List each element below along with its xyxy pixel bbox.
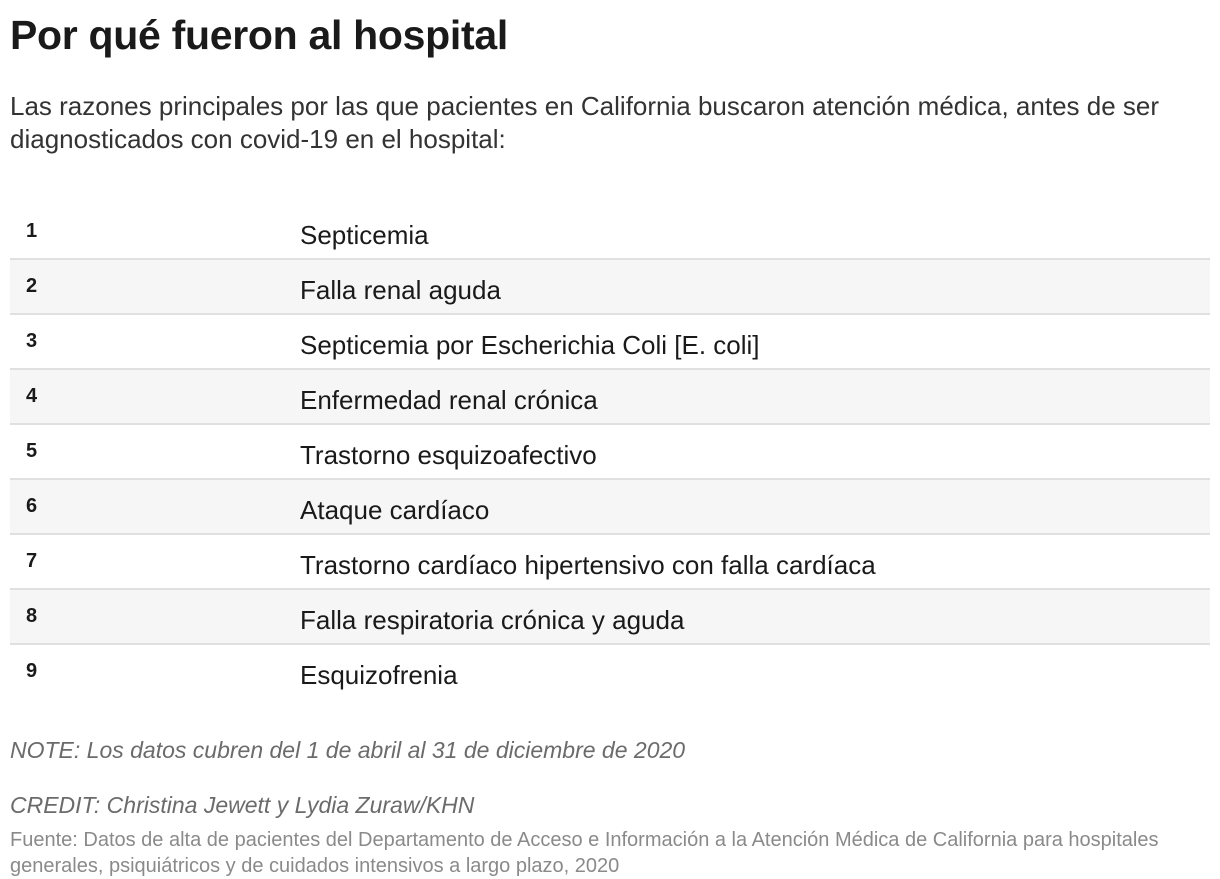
reason-cell: Trastorno esquizoafectivo: [300, 440, 597, 470]
table-row: 7 Trastorno cardíaco hipertensivo con fal…: [10, 535, 1210, 590]
table-row: 2 Falla renal aguda: [10, 260, 1210, 315]
table-row: 8 Falla respiratoria crónica y aguda: [10, 590, 1210, 645]
chart-title: Por qué fueron al hospital: [10, 12, 508, 58]
table-row: 3 Septicemia por Escherichia Coli [E. col…: [10, 315, 1210, 370]
reason-cell: Falla respiratoria crónica y aguda: [300, 605, 685, 635]
rank-cell: 8: [26, 605, 38, 627]
note-text: NOTE: Los datos cubren del 1 de abril al…: [10, 737, 686, 763]
rank-cell: 5: [26, 440, 38, 462]
reason-cell: Esquizofrenia: [300, 660, 458, 690]
table-row: 4 Enfermedad renal crónica: [10, 370, 1210, 425]
reason-cell: Falla renal aguda: [300, 275, 501, 305]
ranking-table: 1 Septicemia 2 Falla renal aguda 3 Septicemia…: [10, 205, 1210, 698]
chart-subtitle: Las razones principales por las que paci…: [10, 91, 1160, 154]
rank-cell: 7: [26, 550, 38, 572]
reason-cell: Ataque cardíaco: [300, 495, 490, 525]
table-row: 6 Ataque cardíaco: [10, 480, 1210, 535]
reason-cell: Enfermedad renal crónica: [300, 385, 598, 415]
reason-cell: Trastorno cardíaco hipertensivo con fall…: [300, 550, 876, 580]
rank-cell: 6: [26, 495, 38, 517]
rank-cell: 3: [26, 330, 38, 352]
rank-cell: 4: [26, 385, 38, 407]
credit-text: CREDIT: Christina Jewett y Lydia Zuraw/K…: [10, 792, 475, 818]
rank-cell: 2: [26, 275, 38, 297]
table-row: 9 Esquizofrenia: [10, 645, 1210, 698]
source-text: Fuente: Datos de alta de pacientes del D…: [10, 829, 1159, 877]
reason-cell: Septicemia por Escherichia Coli [E. coli…: [300, 330, 760, 360]
rank-cell: 1: [26, 220, 38, 242]
table-row: 1 Septicemia: [10, 205, 1210, 260]
table-row: 5 Trastorno esquizoafectivo: [10, 425, 1210, 480]
rank-cell: 9: [26, 660, 38, 682]
reason-cell: Septicemia: [300, 220, 429, 250]
